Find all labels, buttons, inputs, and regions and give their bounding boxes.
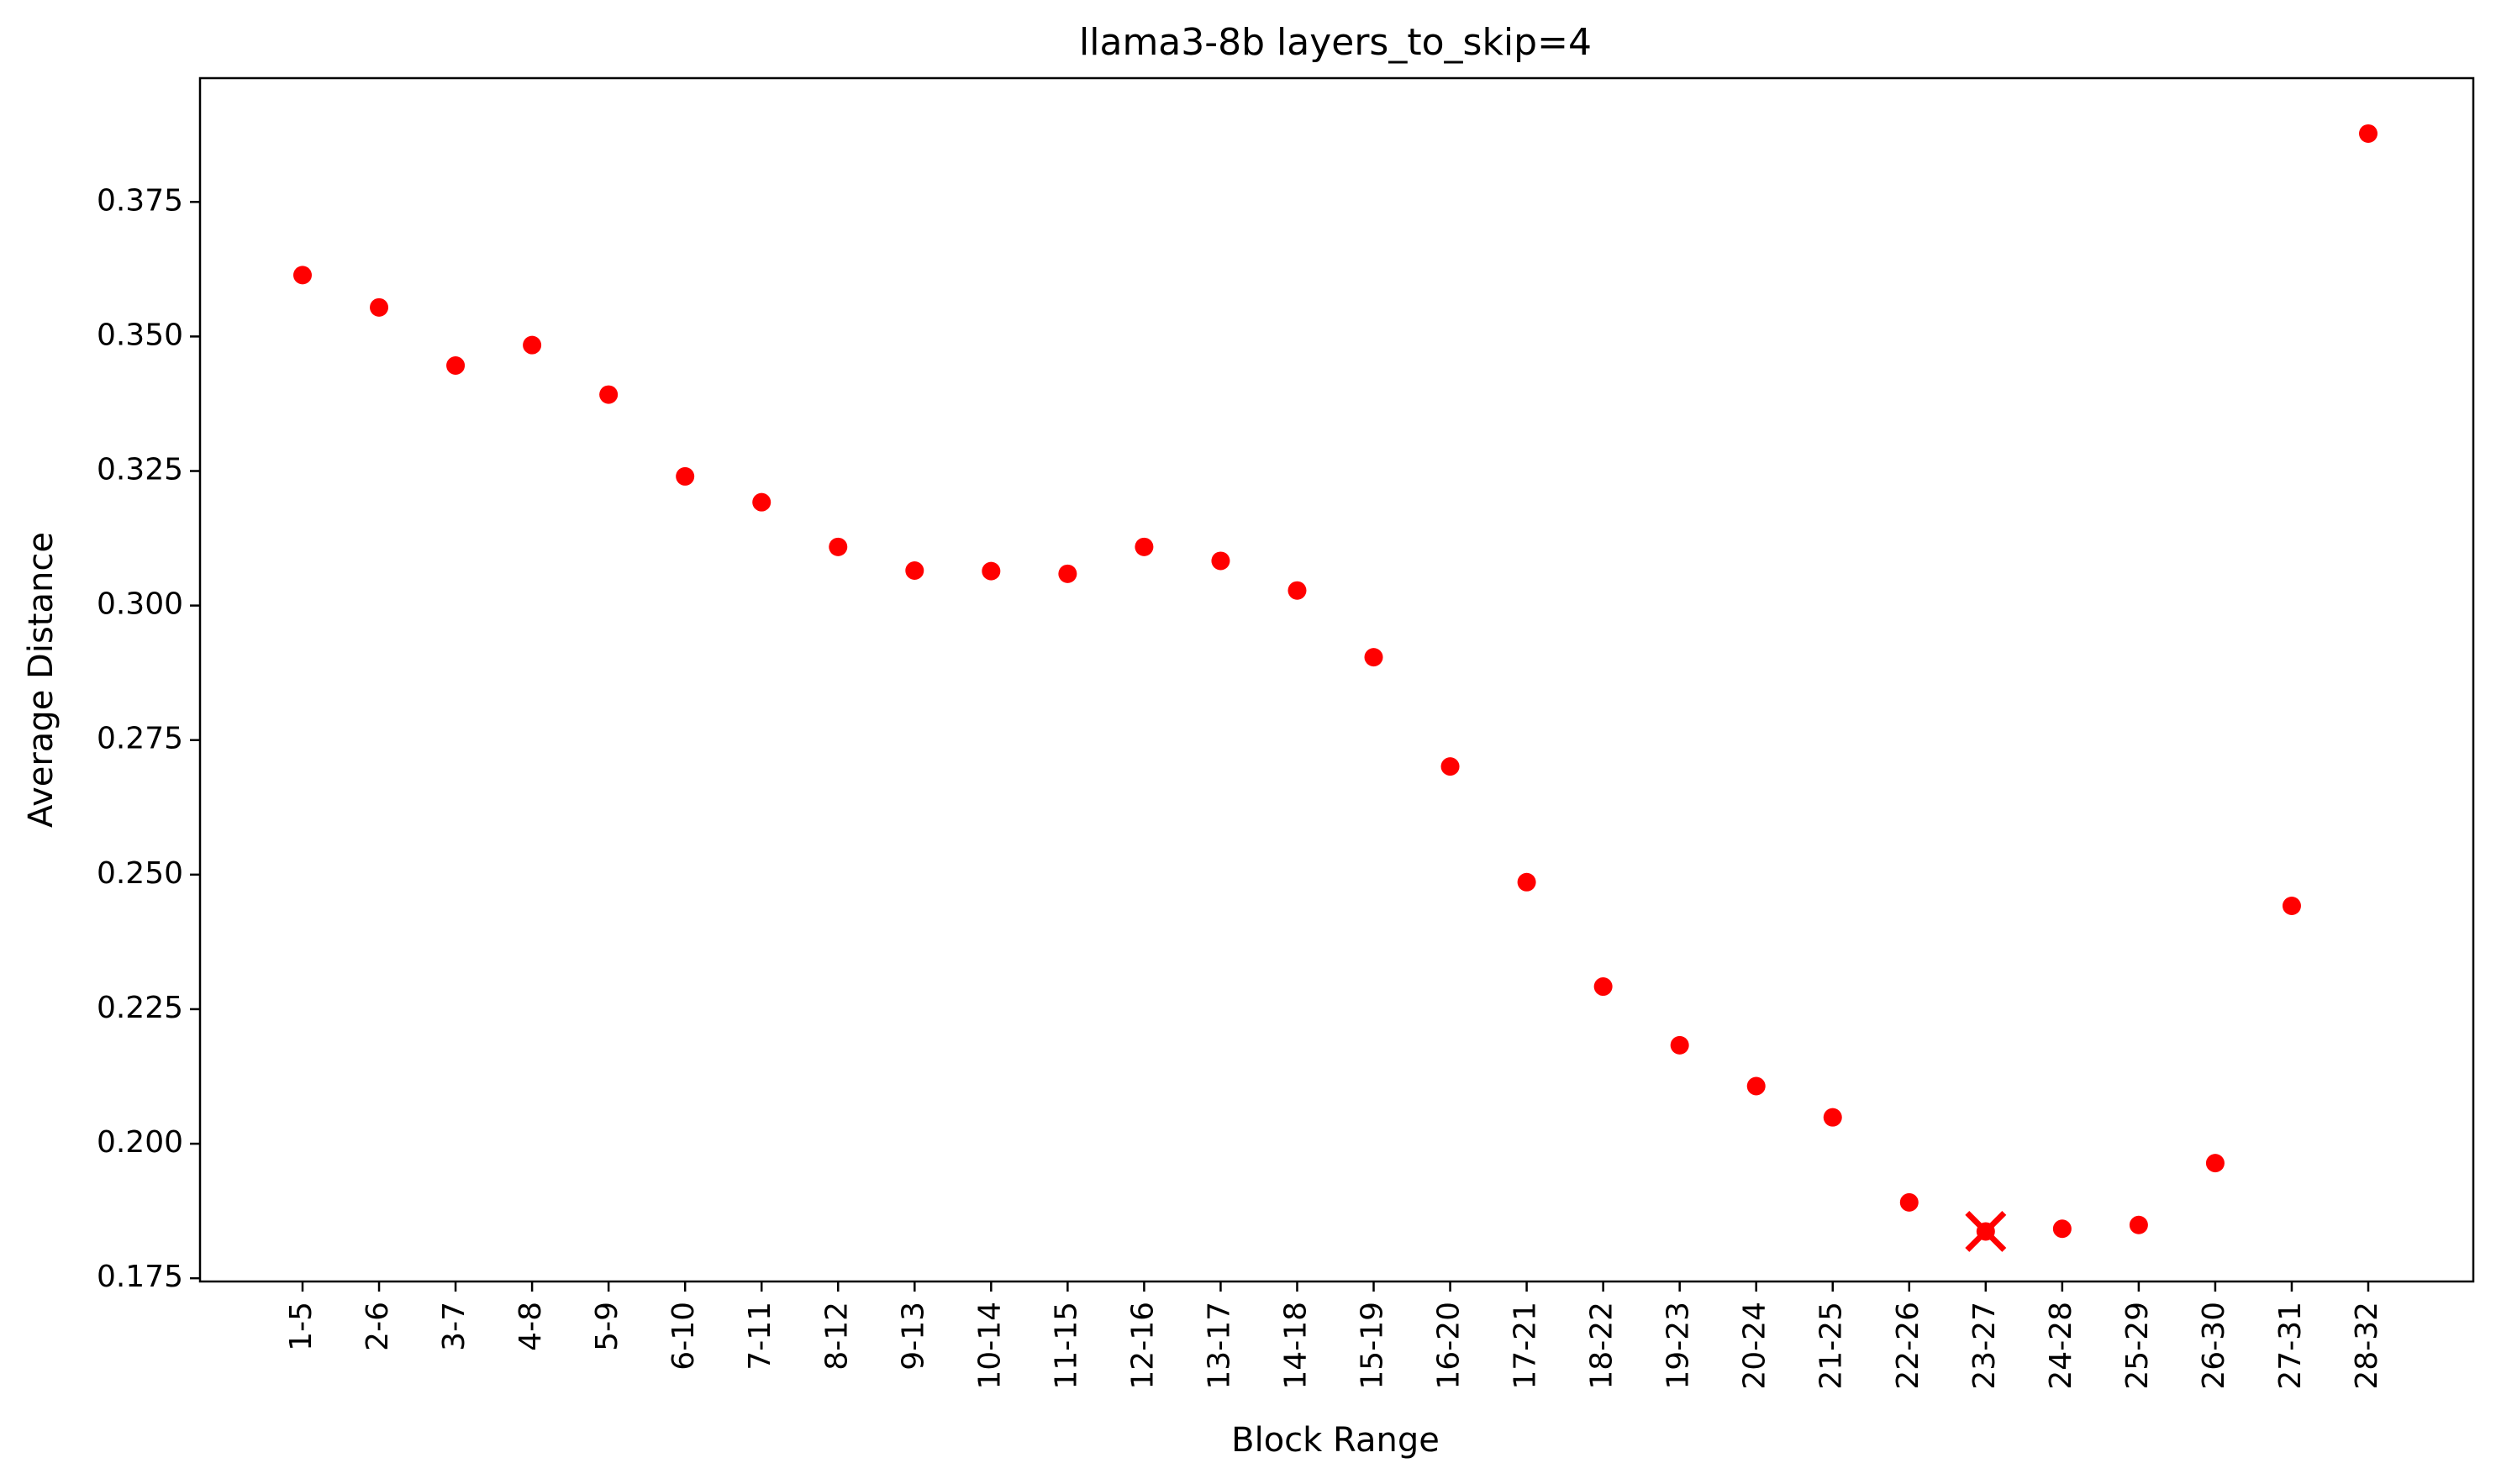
x-tick-label: 10-14 xyxy=(972,1302,1007,1390)
x-tick-label: 9-13 xyxy=(896,1302,930,1371)
x-tick-label: 24-28 xyxy=(2044,1302,2078,1390)
y-tick-label: 0.300 xyxy=(97,587,183,622)
x-tick-label: 5-9 xyxy=(590,1302,624,1351)
x-tick-label: 18-22 xyxy=(1585,1302,1619,1390)
x-tick-label: 19-23 xyxy=(1661,1302,1696,1390)
x-tick-label: 16-20 xyxy=(1432,1302,1467,1390)
x-tick-label: 2-6 xyxy=(361,1302,395,1351)
y-tick-label: 0.350 xyxy=(97,318,183,352)
data-point xyxy=(1593,977,1613,997)
x-tick-label: 7-11 xyxy=(743,1302,777,1371)
x-tick-label: 13-17 xyxy=(1202,1302,1236,1390)
x-tick-label: 27-31 xyxy=(2273,1302,2308,1390)
data-point xyxy=(982,561,1001,581)
data-point xyxy=(446,355,466,375)
data-point xyxy=(676,466,695,486)
data-point xyxy=(1440,757,1460,776)
data-point xyxy=(523,335,542,355)
data-point xyxy=(905,560,924,580)
data-point xyxy=(2359,124,2378,143)
x-tick-label: 12-16 xyxy=(1125,1302,1160,1390)
x-tick-label: 22-26 xyxy=(1891,1302,1925,1390)
plot-frame xyxy=(198,76,2475,1283)
data-point xyxy=(1058,564,1077,583)
x-tick-label: 4-8 xyxy=(513,1302,548,1351)
x-tick-label: 23-27 xyxy=(1967,1302,2002,1390)
y-tick-label: 0.375 xyxy=(97,183,183,218)
data-point xyxy=(2129,1215,2148,1234)
x-tick-label: 25-29 xyxy=(2120,1302,2155,1390)
y-tick-label: 0.225 xyxy=(97,991,183,1025)
data-point xyxy=(1670,1035,1689,1055)
x-axis-label: Block Range xyxy=(1231,1421,1440,1460)
data-point xyxy=(1823,1108,1842,1127)
x-tick-label: 15-19 xyxy=(1356,1302,1390,1390)
data-point xyxy=(2205,1154,2225,1173)
data-point xyxy=(1135,537,1154,556)
highlight-marker xyxy=(1965,1210,2007,1252)
y-tick-label: 0.275 xyxy=(97,722,183,756)
data-point xyxy=(2282,896,2301,915)
x-tick-label: 21-25 xyxy=(1814,1302,1849,1390)
data-point xyxy=(293,266,312,285)
y-tick-label: 0.250 xyxy=(97,856,183,891)
x-tick-label: 17-21 xyxy=(1509,1302,1543,1390)
plot-area: 0.175 0.200 0.225 0.250 0.275 0.300 0.325 0.350… xyxy=(97,124,2384,1390)
x-tick-label: 28-32 xyxy=(2350,1302,2384,1390)
data-point xyxy=(370,297,389,317)
x-tick-label: 14-18 xyxy=(1278,1302,1313,1390)
x-tick-label: 6-10 xyxy=(666,1302,701,1371)
data-point xyxy=(599,385,619,404)
data-point xyxy=(829,537,848,556)
data-point xyxy=(1746,1076,1766,1096)
chart-title: llama3-8b layers_to_skip=4 xyxy=(1079,21,1592,64)
x-tick-label: 26-30 xyxy=(2197,1302,2231,1390)
y-tick-label: 0.325 xyxy=(97,453,183,487)
data-point xyxy=(2052,1219,2072,1239)
x-tick-label: 1-5 xyxy=(284,1302,319,1351)
x-tick-label: 20-24 xyxy=(1738,1302,1772,1390)
y-axis-label: Average Distance xyxy=(22,532,61,828)
x-tick-label: 8-12 xyxy=(819,1302,854,1371)
data-point xyxy=(1287,581,1307,600)
x-tick-label: 11-15 xyxy=(1049,1302,1083,1390)
y-tick-label: 0.175 xyxy=(97,1260,183,1294)
data-point xyxy=(752,492,771,512)
data-point xyxy=(1364,648,1383,667)
x-tick-label: 3-7 xyxy=(437,1302,471,1351)
y-tick-label: 0.200 xyxy=(97,1125,183,1160)
data-point xyxy=(1899,1192,1919,1212)
data-point xyxy=(1517,872,1536,892)
data-point xyxy=(1211,551,1230,571)
